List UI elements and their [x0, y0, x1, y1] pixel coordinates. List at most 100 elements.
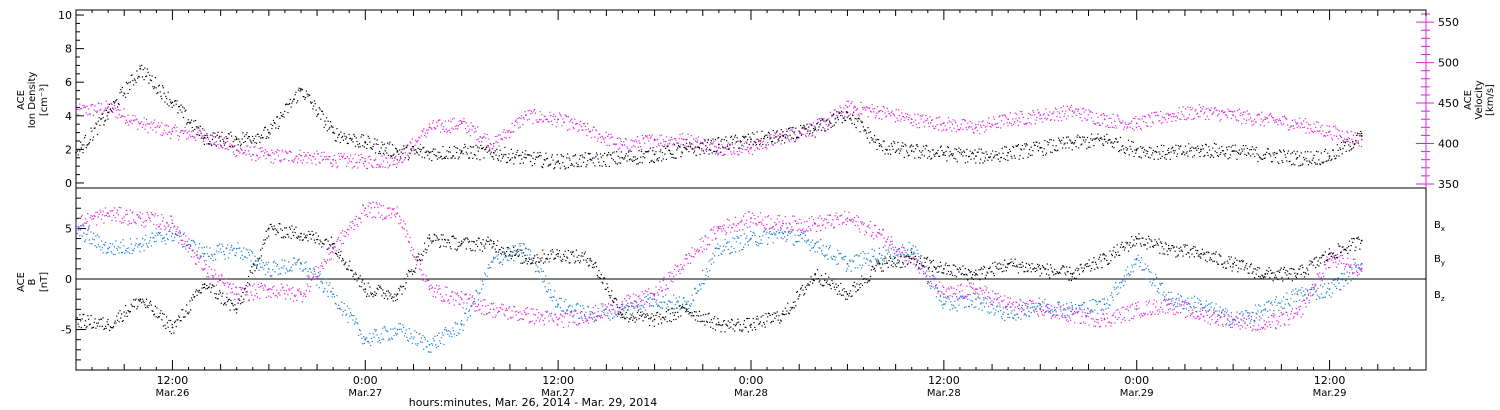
density-dot [538, 155, 541, 157]
velocity-dot [1272, 117, 1274, 119]
velocity-dot [1171, 120, 1173, 123]
density-dot [1338, 155, 1340, 157]
velocity-dot [611, 136, 614, 138]
density-dot [559, 167, 561, 169]
by-dot [1151, 284, 1153, 286]
velocity-dot [1086, 119, 1088, 121]
velocity-dot [1005, 117, 1007, 119]
by-dot [158, 233, 160, 235]
velocity-dot [870, 111, 872, 113]
by-dot [906, 253, 909, 255]
density-series [75, 64, 1363, 170]
density-dot [1172, 150, 1175, 152]
velocity-dot [1071, 115, 1073, 118]
density-dot [464, 146, 467, 148]
top-left-tick-label: 4 [65, 110, 72, 123]
density-dot [624, 155, 627, 157]
velocity-dot [1334, 125, 1336, 127]
velocity-dot [1012, 118, 1014, 120]
by-dot [797, 234, 799, 236]
density-dot [595, 156, 597, 158]
by-dot [756, 241, 758, 244]
density-point [107, 111, 110, 114]
by-dot [530, 250, 532, 252]
by-dot [929, 275, 931, 278]
density-dot [1047, 144, 1049, 146]
density-dot [448, 151, 450, 153]
density-dot [1250, 155, 1252, 157]
density-dot [670, 153, 672, 155]
density-dot [634, 156, 636, 158]
velocity-dot [906, 113, 909, 116]
by-dot [378, 339, 381, 342]
by-dot [1030, 312, 1032, 314]
by-dot [256, 257, 259, 259]
density-dot [728, 148, 730, 150]
density-dot [479, 159, 481, 161]
by-dot [800, 231, 803, 234]
velocity-dot [734, 143, 737, 145]
velocity-dot [971, 122, 973, 124]
density-dot [567, 166, 569, 169]
density-dot [481, 147, 483, 150]
by-dot [829, 245, 831, 247]
by-dot [169, 229, 171, 231]
velocity-dot [796, 137, 798, 139]
by-dot [431, 344, 434, 346]
velocity-dot [667, 143, 669, 145]
density-dot [572, 155, 574, 157]
by-dot [602, 305, 604, 307]
velocity-dot [490, 143, 492, 146]
velocity-dot [191, 135, 193, 138]
density-dot [1070, 142, 1073, 144]
by-dot [284, 272, 287, 274]
velocity-dot [1316, 130, 1318, 132]
density-dot [333, 132, 336, 134]
velocity-dot [513, 131, 515, 133]
density-dot [378, 152, 380, 155]
density-dot [967, 161, 969, 163]
by-dot [695, 292, 697, 294]
by-dot [1241, 311, 1243, 313]
density-point [267, 131, 270, 134]
velocity-dot [1116, 114, 1118, 116]
velocity-dot [1268, 114, 1270, 117]
velocity-dot [1163, 117, 1165, 119]
density-dot [806, 123, 808, 125]
velocity-dot [145, 124, 147, 126]
by-dot [322, 291, 324, 293]
velocity-dot [1199, 116, 1201, 118]
by-dot [1281, 300, 1283, 302]
by-dot [386, 330, 388, 332]
velocity-point [814, 126, 817, 129]
density-dot [1298, 165, 1300, 167]
velocity-dot [1078, 112, 1081, 115]
velocity-dot [144, 128, 146, 130]
density-dot [436, 158, 439, 160]
density-dot [232, 141, 234, 143]
density-dot [1322, 162, 1324, 164]
velocity-dot [418, 136, 420, 138]
by-dot [562, 310, 564, 312]
by-dot [840, 252, 842, 255]
velocity-dot [449, 131, 451, 134]
velocity-dot [1250, 117, 1252, 119]
density-dot [222, 138, 224, 140]
density-dot [1022, 157, 1024, 159]
velocity-dot [865, 106, 868, 108]
density-dot [685, 142, 688, 144]
velocity-dot [1205, 118, 1207, 121]
density-dot [1312, 157, 1314, 159]
velocity-dot [1327, 131, 1330, 133]
by-dot [778, 232, 780, 234]
by-dot [1162, 294, 1164, 296]
velocity-dot [990, 126, 992, 128]
density-dot [669, 152, 672, 155]
density-point [1264, 153, 1267, 156]
density-dot [619, 157, 621, 159]
by-dot [107, 251, 109, 254]
density-dot [1146, 152, 1148, 155]
velocity-dot [889, 113, 891, 115]
density-dot [1326, 160, 1328, 162]
density-dot [1188, 143, 1190, 145]
